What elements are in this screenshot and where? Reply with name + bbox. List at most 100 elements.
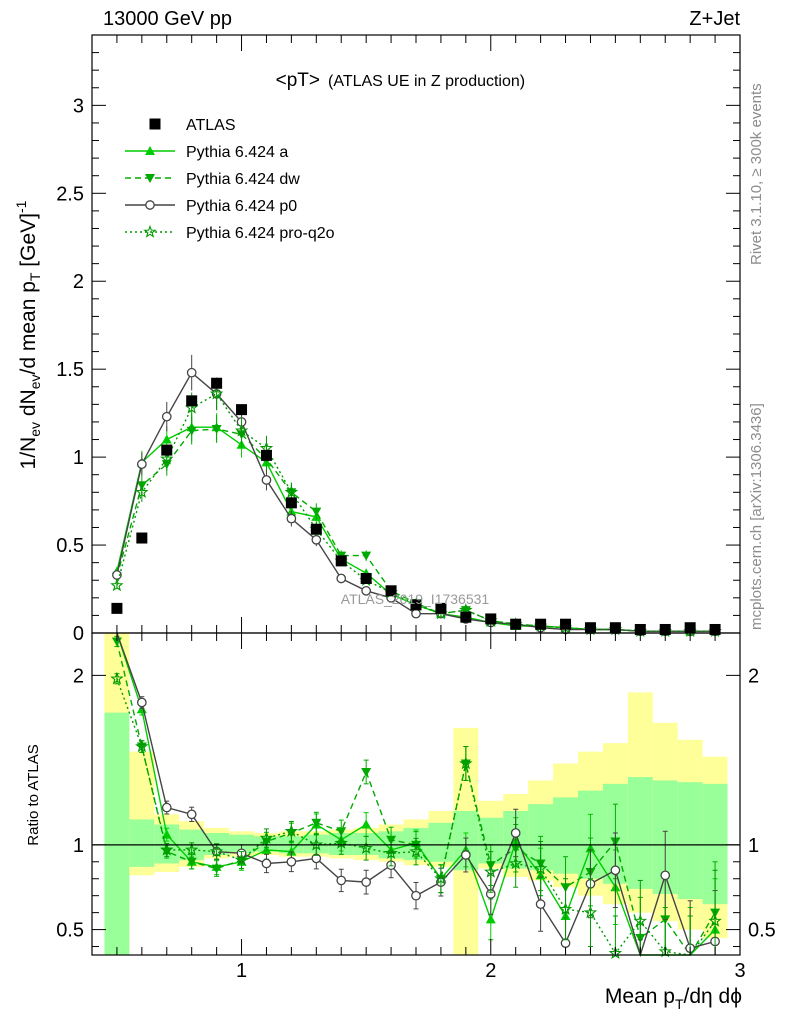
main-y-label: 1/Nev dNev/d mean pT [GeV]-1 <box>13 200 43 469</box>
series-point <box>311 534 322 545</box>
series-point <box>136 459 147 470</box>
data-point <box>360 572 372 584</box>
data-point <box>335 555 347 567</box>
watermark: ATLAS_2019_I1736531 <box>341 591 490 607</box>
ratio-point <box>286 846 297 856</box>
ratio-point <box>583 905 598 919</box>
y-tick-label: 2 <box>73 271 84 293</box>
legend-marker <box>145 174 155 183</box>
ratio-point <box>484 864 498 878</box>
series-point <box>311 507 322 517</box>
data-point <box>385 585 397 597</box>
ratio-point <box>608 946 623 960</box>
header-left: 13000 GeV pp <box>103 8 232 30</box>
ratio-point <box>161 802 172 813</box>
header-right: Z+Jet <box>689 8 740 30</box>
data-point <box>460 611 472 623</box>
ratio-point <box>459 756 473 770</box>
data-point <box>560 618 572 630</box>
legend-label: Pythia 6.424 dw <box>186 171 300 188</box>
ratio-y-tick-label-right: 1 <box>748 835 759 857</box>
band-green-bin <box>677 782 703 900</box>
ratio-point <box>284 824 299 838</box>
data-point <box>435 602 447 614</box>
ratio-y-tick-label-right: 2 <box>748 665 759 687</box>
series-point <box>234 423 249 437</box>
series-point <box>361 585 372 596</box>
series-point <box>261 475 272 485</box>
band-green-bin <box>428 822 454 862</box>
data-point <box>211 377 223 389</box>
legend-label: Pythia 6.424 pro-q2o <box>186 225 335 242</box>
series-point <box>211 424 222 434</box>
ratio-point <box>261 858 272 869</box>
data-point <box>410 599 422 611</box>
ratio-y-label: Ratio to ATLAS <box>25 744 42 845</box>
ratio-point <box>633 914 648 927</box>
y-tick-label: 0 <box>73 623 84 645</box>
y-tick-label: 1.5 <box>56 359 84 381</box>
series-point <box>135 485 149 499</box>
y-tick-label: 0.5 <box>56 535 84 557</box>
x-tick-label: 2 <box>485 960 496 982</box>
ratio-point <box>161 829 172 839</box>
band-green-bin <box>129 819 155 867</box>
ratio-point <box>510 828 521 838</box>
band-green-bin <box>627 777 653 889</box>
legend: ATLAS Pythia 6.424 a Pythia 6.424 dw Pythia… <box>125 117 335 242</box>
ratio-point <box>110 671 124 685</box>
data-point <box>111 602 123 614</box>
ratio-point <box>361 877 372 887</box>
x-axis-label: Mean pT/dη dϕ <box>605 985 742 1012</box>
ratio-point <box>384 846 398 860</box>
series-point <box>186 367 197 378</box>
mcplots-label: mcplots.cern.ch [arXiv:1306.3436] <box>748 403 765 630</box>
legend-label: Pythia 6.424 p0 <box>186 198 297 215</box>
series-point <box>186 426 197 436</box>
ratio-point <box>359 841 373 854</box>
series-point <box>286 513 297 524</box>
series-point <box>209 386 224 400</box>
ratio-point <box>411 890 421 901</box>
ratio-point <box>508 856 523 870</box>
svg-text:Mean pT/dη dϕ: Mean pT/dη dϕ <box>605 985 742 1012</box>
series-point <box>336 573 347 584</box>
ratio-point <box>361 819 372 829</box>
ratio-point <box>336 875 347 886</box>
ratio-point <box>160 842 174 856</box>
svg-text:1/Nev dNev/d mean pT [GeV]-1: 1/Nev dNev/d mean pT [GeV]-1 <box>13 200 43 469</box>
rivet-label: Rivet 3.1.10, ≥ 300k events <box>748 83 765 265</box>
legend-marker <box>145 146 155 155</box>
ratio-point <box>234 853 249 866</box>
x-tick-label: 1 <box>236 960 247 982</box>
series-point <box>160 451 174 465</box>
plot-title-main: <pT> <box>276 70 320 91</box>
ratio-point <box>558 902 573 915</box>
series-point <box>361 551 372 561</box>
ratio-y-tick-label: 0.5 <box>56 920 84 942</box>
legend-marker <box>143 224 157 238</box>
ratio-point <box>211 864 222 874</box>
data-point <box>236 404 248 416</box>
y-tick-label: 3 <box>73 95 84 117</box>
data-point <box>535 618 547 630</box>
band-green-bin <box>229 834 254 854</box>
ratio-point <box>660 870 671 881</box>
legend-label: ATLAS <box>186 117 236 134</box>
ratio-y-tick-label-right: 0.5 <box>748 920 776 942</box>
ratio-point <box>334 836 348 849</box>
series-point <box>284 485 299 499</box>
data-point <box>161 444 173 456</box>
ratio-point <box>309 837 324 851</box>
ratio-point <box>485 914 496 924</box>
data-point <box>285 497 297 509</box>
band-green-bin <box>104 712 130 955</box>
series-point <box>161 434 172 444</box>
ratio-point <box>184 842 199 856</box>
x-tick-label: 3 <box>734 960 745 982</box>
data-point <box>260 449 272 461</box>
y-tick-label: 1 <box>73 447 84 469</box>
ratio-point <box>610 865 621 876</box>
ratio-point <box>361 767 372 777</box>
